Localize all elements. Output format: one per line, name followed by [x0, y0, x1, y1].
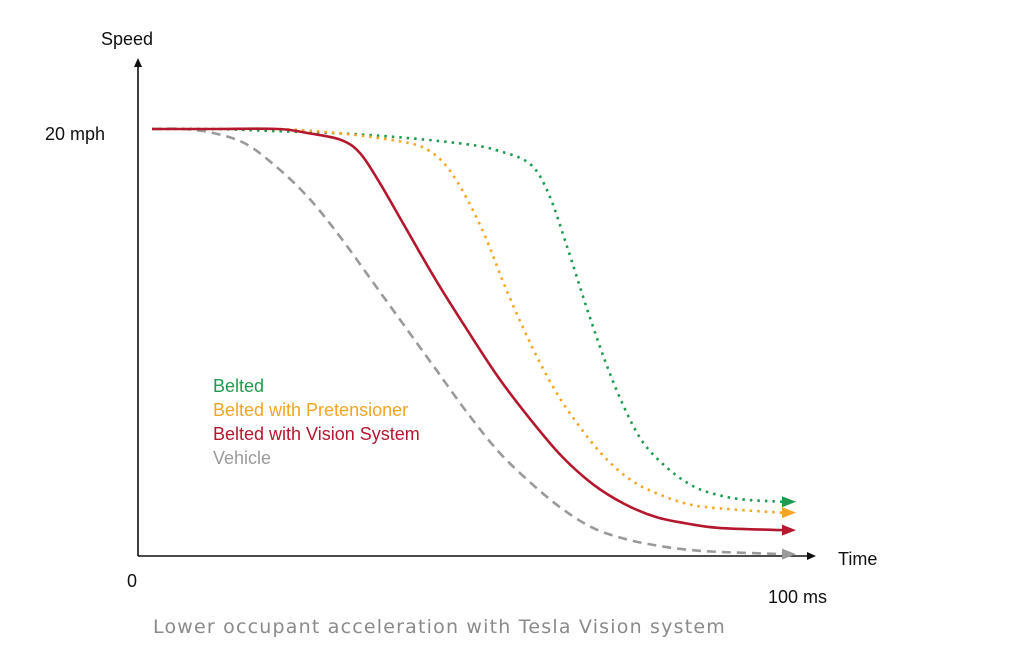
legend-entry-belted: Belted	[213, 376, 264, 396]
arrowhead-belted-with-pretensioner	[782, 507, 796, 519]
x-tick-label-end: 100 ms	[768, 587, 827, 607]
series-line-belted-with-vision-system	[151, 127, 783, 532]
chart-caption: Lower occupant acceleration with Tesla V…	[153, 616, 726, 638]
arrowhead-vehicle	[782, 548, 796, 560]
legend: Belted Belted with Pretensioner Belted w…	[213, 376, 420, 468]
series-group	[151, 127, 783, 556]
y-tick-label: 20 mph	[45, 124, 105, 144]
legend-entry-belted-with-vision-system: Belted with Vision System	[213, 424, 420, 444]
x-axis-label: Time	[838, 549, 877, 569]
legend-entry-belted-with-pretensioner: Belted with Pretensioner	[213, 400, 408, 420]
series-line-belted	[151, 127, 783, 504]
series-arrowheads	[782, 496, 796, 560]
arrowhead-belted-with-vision-system	[782, 524, 796, 536]
x-tick-label-start: 0	[127, 571, 137, 591]
y-axis-label: Speed	[101, 29, 153, 49]
series-line-belted-with-pretensioner	[151, 127, 783, 514]
arrowhead-belted	[782, 496, 796, 508]
series-line-vehicle	[151, 127, 783, 556]
legend-entry-vehicle: Vehicle	[213, 448, 271, 468]
